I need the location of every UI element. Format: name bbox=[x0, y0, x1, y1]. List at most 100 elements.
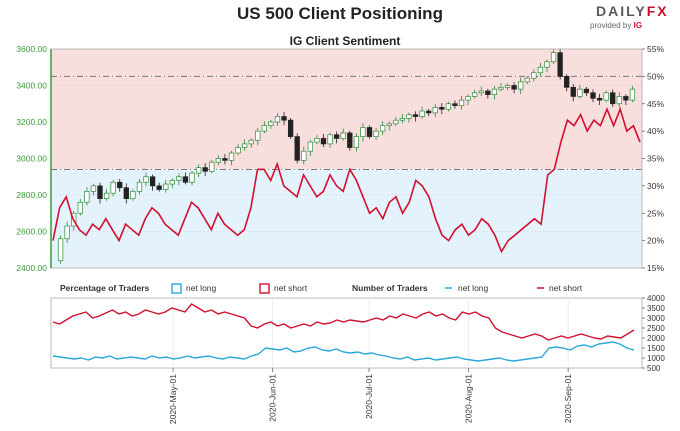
provided-by-text: provided by IG bbox=[590, 21, 642, 30]
candle-bull bbox=[130, 191, 136, 200]
date-tick-label: 2020-Jul-01 bbox=[364, 374, 374, 419]
candle-bull bbox=[340, 132, 346, 139]
percent-tick-label: 40% bbox=[647, 126, 664, 136]
candle-bear bbox=[570, 86, 576, 97]
candle-bear bbox=[412, 114, 419, 117]
net-long-traders-line bbox=[52, 341, 635, 362]
date-tick-label: 2020-Sep-01 bbox=[563, 374, 573, 423]
candle-bull bbox=[110, 181, 116, 194]
price-tick-label: 2600.00 bbox=[16, 227, 47, 237]
bottom-grid bbox=[172, 298, 569, 368]
candle-bull bbox=[550, 52, 557, 63]
traders-tick-label: 3000 bbox=[647, 314, 665, 323]
date-tick-label: 2020-Aug-01 bbox=[464, 374, 474, 423]
candle-bull bbox=[458, 99, 465, 106]
candle-bull bbox=[616, 96, 622, 105]
candle-bear bbox=[202, 167, 208, 172]
candle-bull bbox=[189, 172, 195, 183]
candle-bull bbox=[169, 180, 175, 185]
candle-bull bbox=[603, 92, 609, 101]
candle-bull bbox=[90, 185, 97, 192]
date-tick-label: 2020-May-01 bbox=[168, 374, 178, 424]
sentiment-subtitle: IG Client Sentiment bbox=[290, 34, 401, 48]
price-axis: 2400.00 2600.00 2800.00 3000.00 3200.00 3400.… bbox=[16, 44, 47, 273]
price-tick-label: 2800.00 bbox=[16, 190, 47, 200]
price-candles bbox=[57, 48, 636, 264]
candle-bear bbox=[287, 119, 294, 137]
percent-tick-label: 30% bbox=[647, 181, 664, 191]
candle-bull bbox=[84, 191, 90, 203]
legend-percentage-heading: Percentage of Traders bbox=[60, 283, 150, 293]
candle-bull bbox=[64, 225, 70, 240]
logo-accent: FX bbox=[646, 3, 669, 19]
candle-bull bbox=[465, 96, 471, 101]
candle-bear bbox=[557, 52, 563, 77]
legend-number-long-label: net long bbox=[458, 283, 489, 293]
candle-bear bbox=[182, 176, 189, 183]
candle-bear bbox=[149, 176, 156, 187]
candle-bull bbox=[360, 127, 366, 137]
candle-bull bbox=[195, 167, 202, 174]
candle-bull bbox=[353, 136, 360, 148]
candle-bull bbox=[57, 238, 64, 262]
candle-bull bbox=[327, 134, 333, 145]
candle-bull bbox=[537, 66, 544, 74]
candle-bull bbox=[577, 88, 583, 97]
candle-bear bbox=[156, 185, 162, 190]
candle-bear bbox=[452, 103, 458, 106]
candle-bull bbox=[491, 88, 498, 95]
price-tick-label: 3200.00 bbox=[16, 117, 47, 127]
candle-bear bbox=[583, 88, 590, 94]
legend-number-heading: Number of Traders bbox=[352, 283, 428, 293]
candle-bull bbox=[406, 114, 412, 119]
candle-bull bbox=[163, 183, 169, 190]
candle-bear bbox=[564, 76, 570, 88]
candle-bull bbox=[314, 138, 320, 143]
candle-bull bbox=[531, 72, 537, 79]
traders-tick-label: 2000 bbox=[647, 334, 665, 343]
candle-bull bbox=[399, 117, 406, 121]
candle-bear bbox=[623, 96, 629, 101]
candle-bull bbox=[544, 61, 550, 68]
candle-bear bbox=[426, 110, 432, 114]
percent-tick-label: 25% bbox=[647, 208, 664, 218]
percent-tick-label: 45% bbox=[647, 99, 664, 109]
percent-tick-label: 35% bbox=[647, 154, 664, 164]
candle-bull bbox=[307, 141, 313, 152]
candle-bear bbox=[123, 187, 129, 199]
candle-bear bbox=[366, 127, 373, 137]
ig-logo: IG bbox=[633, 21, 643, 30]
candle-bull bbox=[524, 77, 530, 83]
legend-net-long-label: net long bbox=[186, 283, 217, 293]
candle-bear bbox=[281, 116, 287, 121]
candle-bull bbox=[373, 130, 379, 137]
candle-bull bbox=[274, 116, 281, 123]
reference-lines bbox=[51, 75, 642, 170]
date-axis: 2020-May-01 2020-Jun-01 2020-Jul-01 2020-Au… bbox=[168, 368, 573, 424]
candle-bear bbox=[485, 90, 491, 95]
traders-tick-label: 1000 bbox=[647, 354, 665, 363]
bottom-panel: Percentage of Traders net long net short Nu… bbox=[50, 283, 665, 424]
candle-bull bbox=[261, 125, 267, 132]
candle-bull bbox=[478, 90, 484, 94]
traders-tick-label: 2500 bbox=[647, 324, 665, 333]
provided-by-label: provided by bbox=[590, 21, 632, 30]
candle-bull bbox=[445, 103, 452, 110]
percent-tick-label: 20% bbox=[647, 236, 664, 246]
candle-bull bbox=[209, 161, 215, 172]
candle-bull bbox=[255, 130, 261, 141]
traders-tick-label: 1500 bbox=[647, 344, 665, 353]
candle-bear bbox=[347, 132, 353, 148]
candle-bull bbox=[419, 110, 425, 117]
candle-bear bbox=[511, 85, 517, 90]
candle-bear bbox=[222, 158, 228, 161]
traders-tick-label: 4000 bbox=[647, 294, 665, 303]
candle-bear bbox=[596, 97, 603, 101]
candle-bull bbox=[241, 143, 248, 148]
legend: Percentage of Traders net long net short Nu… bbox=[60, 283, 583, 294]
legend-net-short-swatch bbox=[259, 283, 270, 294]
logo-main: DAILY bbox=[596, 3, 647, 19]
candle-bull bbox=[77, 201, 83, 214]
